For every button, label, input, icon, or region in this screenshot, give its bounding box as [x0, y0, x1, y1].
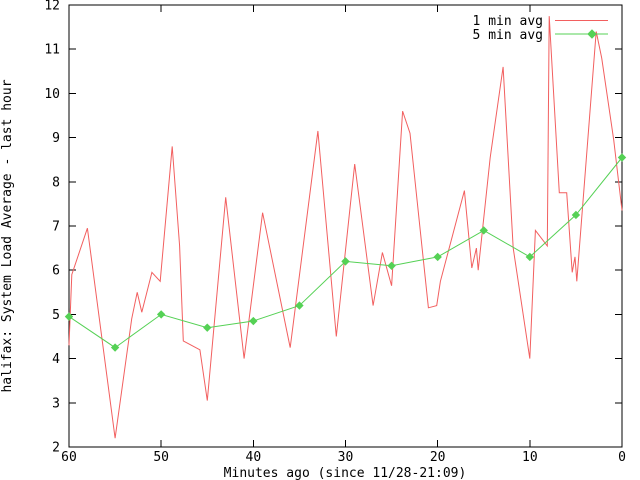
data-point-diamond [249, 316, 258, 326]
data-point-diamond [433, 252, 442, 262]
x-axis-title: Minutes ago (since 11/28-21:09) [224, 466, 467, 480]
legend: 1 min avg 5 min avg [473, 14, 608, 43]
y-axis-title: halifax: System Load Average - last hour [0, 79, 15, 392]
data-point-diamond [387, 261, 396, 270]
y-tick-label: 8 [52, 175, 60, 190]
legend-diamond-marker [587, 29, 597, 39]
data-point-diamond [110, 343, 120, 352]
y-tick-label: 3 [52, 396, 60, 411]
y-tick-label: 4 [52, 352, 60, 367]
y-tick-label: 12 [44, 0, 60, 14]
y-tick-label: 9 [52, 131, 60, 146]
legend-label-1min-avg: 1 min avg [473, 14, 543, 29]
y-tick-label: 5 [52, 308, 60, 323]
x-tick-label: 30 [338, 450, 354, 465]
data-point-diamond [479, 226, 488, 235]
x-tick-label: 0 [618, 450, 626, 465]
data-point-diamond [156, 310, 166, 319]
data-point-diamond [341, 257, 350, 266]
y-tick-label: 11 [44, 43, 60, 58]
data-point-diamond [295, 301, 304, 310]
x-tick-label: 20 [430, 450, 446, 465]
x-tick-label: 60 [61, 450, 77, 465]
y-tick-label: 10 [44, 87, 60, 102]
data-point-diamond [617, 153, 627, 162]
plot-frame [68, 4, 623, 448]
series-line-1-min-avg [68, 16, 623, 439]
x-tick-label: 50 [153, 450, 169, 465]
legend-label-5min-avg: 5 min avg [473, 28, 543, 43]
data-point-diamond [525, 252, 535, 262]
data-point-diamond [64, 312, 74, 321]
x-tick-label: 10 [522, 450, 538, 465]
y-tick-label: 2 [52, 441, 60, 456]
data-point-diamond [203, 323, 212, 332]
data-point-diamond [571, 210, 581, 220]
y-tick-label: 6 [52, 264, 60, 279]
x-tick-label: 40 [246, 450, 262, 465]
y-tick-label: 7 [52, 220, 60, 235]
